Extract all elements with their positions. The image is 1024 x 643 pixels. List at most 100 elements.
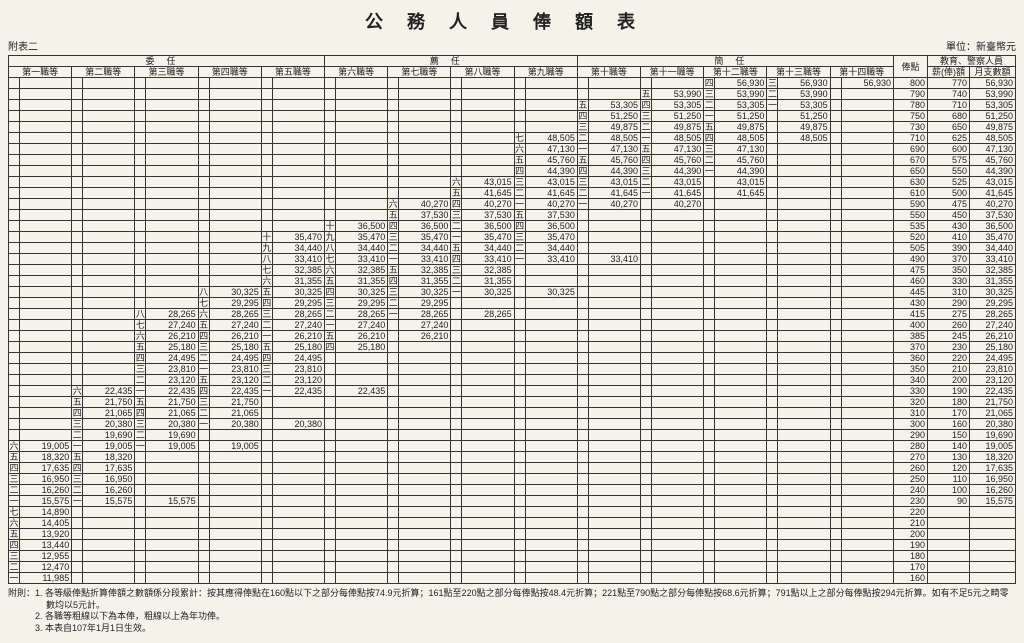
table-row: 六26,210四26,210一26,210五26,21026,210385245… bbox=[9, 331, 1016, 342]
value-cell: 26,210 bbox=[399, 331, 451, 342]
table-row: 三23,810一23,810三23,81035021023,810 bbox=[9, 364, 1016, 375]
step-cell: 八 bbox=[198, 287, 209, 298]
monthly-cell: 48,505 bbox=[969, 133, 1015, 144]
value-cell: 27,240 bbox=[209, 320, 261, 331]
step-cell bbox=[767, 111, 778, 122]
monthly-cell: 21,750 bbox=[969, 397, 1015, 408]
step-cell: 六 bbox=[198, 309, 209, 320]
value-cell: 35,470 bbox=[336, 232, 388, 243]
step-cell: 二 bbox=[72, 430, 83, 441]
table-row: 六19,005一19,005一19,00519,00528014019,005 bbox=[9, 441, 1016, 452]
table-row: 五53,305四53,305二53,305一53,30578071053,305 bbox=[9, 100, 1016, 111]
table-row: 七14,890220 bbox=[9, 507, 1016, 518]
salary-cell bbox=[927, 507, 969, 518]
edu-header: 教育、警察人員 bbox=[927, 56, 1015, 67]
value-cell: 45,760 bbox=[588, 155, 640, 166]
point-cell: 350 bbox=[893, 364, 927, 375]
value-cell: 16,950 bbox=[20, 474, 72, 485]
value-cell: 28,265 bbox=[272, 309, 324, 320]
point-cell: 780 bbox=[893, 100, 927, 111]
value-cell: 27,240 bbox=[336, 320, 388, 331]
step-cell: 六 bbox=[72, 386, 83, 397]
salary-cell: 575 bbox=[927, 155, 969, 166]
step-cell: 二 bbox=[451, 221, 462, 232]
salary-cell: 500 bbox=[927, 188, 969, 199]
value-cell: 30,325 bbox=[272, 287, 324, 298]
step-cell: 二 bbox=[388, 298, 399, 309]
value-cell: 14,890 bbox=[20, 507, 72, 518]
monthly-cell: 16,260 bbox=[969, 485, 1015, 496]
value-cell: 44,390 bbox=[525, 166, 577, 177]
value-cell: 53,305 bbox=[588, 100, 640, 111]
value-cell: 26,210 bbox=[272, 331, 324, 342]
value-cell: 43,015 bbox=[462, 177, 514, 188]
value-cell: 24,495 bbox=[272, 353, 324, 364]
step-cell: 二 bbox=[198, 353, 209, 364]
salary-table: 委任薦任簡任俸點教育、警察人員第一職等第二職等第三職等第四職等第五職等第六職等第… bbox=[8, 55, 1016, 584]
step-cell: 五 bbox=[641, 89, 652, 100]
step-cell: 七 bbox=[198, 298, 209, 309]
value-cell: 43,015 bbox=[715, 177, 767, 188]
salary-cell: 770 bbox=[927, 78, 969, 89]
value-cell: 53,305 bbox=[715, 100, 767, 111]
point-cell: 650 bbox=[893, 166, 927, 177]
step-cell: 二 bbox=[451, 276, 462, 287]
value-cell: 32,385 bbox=[399, 265, 451, 276]
value-cell: 31,355 bbox=[399, 276, 451, 287]
value-cell: 20,380 bbox=[272, 419, 324, 430]
monthly-cell: 19,690 bbox=[969, 430, 1015, 441]
monthly-cell bbox=[969, 518, 1015, 529]
salary-cell: 550 bbox=[927, 166, 969, 177]
step-cell: 五 bbox=[704, 122, 715, 133]
monthly-cell: 32,385 bbox=[969, 265, 1015, 276]
value-cell: 51,250 bbox=[652, 111, 704, 122]
grade-header-2: 第二職等 bbox=[72, 67, 135, 78]
point-cell: 260 bbox=[893, 463, 927, 474]
value-cell: 15,575 bbox=[20, 496, 72, 507]
value-cell: 41,645 bbox=[525, 188, 577, 199]
value-cell: 24,495 bbox=[146, 353, 198, 364]
step-cell: 二 bbox=[261, 375, 272, 386]
point-cell: 280 bbox=[893, 441, 927, 452]
table-row: 三12,955180 bbox=[9, 551, 1016, 562]
value-cell: 28,265 bbox=[462, 309, 514, 320]
table-row: 四56,930三56,93056,93080077056,930 bbox=[9, 78, 1016, 89]
step-cell: 四 bbox=[198, 331, 209, 342]
value-cell: 49,875 bbox=[652, 122, 704, 133]
step-cell: 一 bbox=[9, 496, 20, 507]
step-cell: 三 bbox=[261, 364, 272, 375]
step-cell: 三 bbox=[704, 89, 715, 100]
step-cell: 一 bbox=[577, 199, 588, 210]
value-cell: 21,065 bbox=[83, 408, 135, 419]
step-cell: 五 bbox=[577, 155, 588, 166]
table-row: 六43,015三43,015三43,015二43,01543,015630525… bbox=[9, 177, 1016, 188]
step-cell: 四 bbox=[388, 276, 399, 287]
step-cell: 一 bbox=[704, 166, 715, 177]
step-cell: 二 bbox=[325, 309, 336, 320]
salary-cell: 140 bbox=[927, 441, 969, 452]
step-cell: 四 bbox=[514, 221, 525, 232]
group-header-2: 薦任 bbox=[325, 56, 578, 67]
step-cell: 四 bbox=[577, 111, 588, 122]
table-row: 五53,990三53,990二53,99079074053,990 bbox=[9, 89, 1016, 100]
step-cell: 三 bbox=[514, 177, 525, 188]
salary-cell: 100 bbox=[927, 485, 969, 496]
step-cell: 九 bbox=[325, 232, 336, 243]
monthly-header: 月支數額 bbox=[969, 67, 1015, 78]
step-cell: 九 bbox=[261, 243, 272, 254]
step-cell: 四 bbox=[388, 221, 399, 232]
value-cell: 13,920 bbox=[20, 529, 72, 540]
step-cell: 四 bbox=[325, 287, 336, 298]
table-row: 七48,505二48,505一48,505四48,50548,505710625… bbox=[9, 133, 1016, 144]
value-cell: 35,470 bbox=[525, 232, 577, 243]
step-cell: 五 bbox=[261, 287, 272, 298]
step-cell: 五 bbox=[9, 452, 20, 463]
value-cell: 43,015 bbox=[652, 177, 704, 188]
value-cell: 48,505 bbox=[588, 133, 640, 144]
step-cell: 三 bbox=[388, 232, 399, 243]
step-cell: 四 bbox=[261, 298, 272, 309]
table-row: 二23,120五23,120二23,12034020023,120 bbox=[9, 375, 1016, 386]
salary-cell: 210 bbox=[927, 364, 969, 375]
step-cell: 二 bbox=[514, 243, 525, 254]
step-cell: 二 bbox=[767, 89, 778, 100]
